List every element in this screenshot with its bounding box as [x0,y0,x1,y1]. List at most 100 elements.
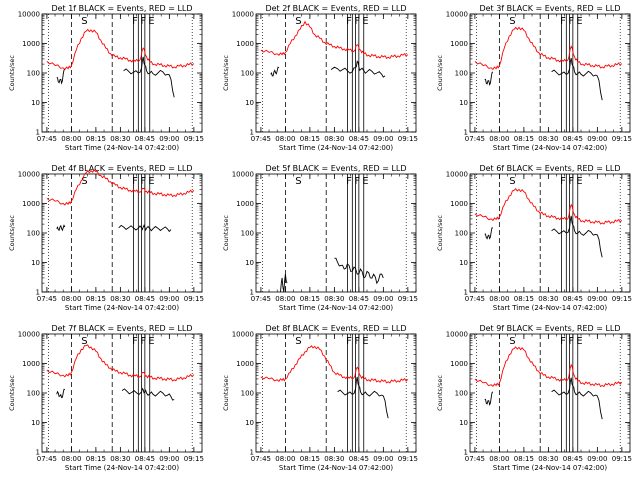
y-tick-label: 10 [459,99,468,107]
interval-marker-label: F [354,336,360,347]
interval-marker-label: F [132,16,138,27]
x-tick-label: 08:00 [61,455,81,463]
panel-title: Det 6f BLACK = Events, RED = LLD [479,164,620,173]
x-tick-label: 08:45 [563,295,583,303]
y-tick-label: 1 [250,289,254,297]
x-tick-label: 08:00 [61,135,81,143]
x-tick-label: 07:45 [37,135,57,143]
x-tick-label: 08:30 [324,455,344,463]
y-tick-label: 10 [31,419,40,427]
lld-series-line [46,344,195,382]
x-tick-label: 07:45 [37,295,57,303]
y-tick-label: 100 [241,390,254,398]
y-tick-label: 10000 [232,171,254,179]
lld-series-line [46,28,195,71]
x-tick-label: 08:30 [538,295,558,303]
events-series-line [56,224,66,232]
interval-marker-label: E [576,16,582,27]
y-tick-label: 1000 [450,360,468,368]
x-tick-label: 09:00 [373,135,393,143]
x-tick-label: 08:15 [300,295,320,303]
interval-marker-label: S [295,176,301,187]
y-tick-label: 1000 [236,360,254,368]
y-tick-label: 1000 [22,360,40,368]
x-axis-label: Start Time (24-Nov-14 07:42:00) [493,304,607,312]
lld-series-line [474,26,623,71]
detector-panel: Det 7f BLACK = Events, RED = LLD 1 10 100 10… [8,324,204,472]
x-tick-label: 09:15 [184,295,204,303]
events-series-line [270,66,280,77]
x-tick-label: 08:15 [514,295,534,303]
x-tick-label: 09:15 [612,455,632,463]
x-tick-label: 08:15 [300,455,320,463]
interval-marker-label: F [346,336,352,347]
x-tick-label: 08:30 [538,455,558,463]
x-tick-label: 08:30 [538,135,558,143]
events-series-line [484,391,494,407]
x-tick-label: 09:15 [398,135,418,143]
x-tick-label: 09:15 [184,135,204,143]
y-tick-label: 10 [245,99,254,107]
x-tick-label: 08:15 [300,135,320,143]
x-axis-label: Start Time (24-Nov-14 07:42:00) [65,304,179,312]
x-tick-label: 08:15 [514,455,534,463]
interval-marker-label: E [148,176,154,187]
x-tick-label: 07:45 [37,455,57,463]
x-tick-label: 08:15 [86,295,106,303]
y-tick-label: 100 [241,230,254,238]
x-axis-label: Start Time (24-Nov-14 07:42:00) [279,464,393,472]
y-tick-label: 10000 [232,11,254,19]
x-axis-label: Start Time (24-Nov-14 07:42:00) [279,304,393,312]
panel-title: Det 9f BLACK = Events, RED = LLD [479,324,620,333]
y-tick-label: 10 [31,259,40,267]
y-tick-label: 100 [455,70,468,78]
panel-title: Det 2f BLACK = Events, RED = LLD [265,4,406,13]
x-tick-label: 08:00 [489,455,509,463]
x-tick-label: 08:45 [135,455,155,463]
x-tick-label: 09:00 [587,295,607,303]
events-series-line [330,60,386,78]
interval-marker-label: S [81,336,87,347]
y-axis-label: Counts/sec [8,375,16,411]
y-axis-label: Counts/sec [436,215,444,251]
y-tick-label: 10 [245,419,254,427]
x-tick-label: 08:45 [563,455,583,463]
y-tick-label: 1000 [450,40,468,48]
y-axis-label: Counts/sec [436,55,444,91]
interval-marker-label: S [81,16,87,27]
x-tick-label: 07:45 [251,135,271,143]
x-axis-label: Start Time (24-Nov-14 07:42:00) [65,144,179,152]
x-axis-label: Start Time (24-Nov-14 07:42:00) [65,464,179,472]
y-tick-label: 10000 [18,171,40,179]
interval-marker-label: E [148,16,154,27]
interval-marker-label: F [354,16,360,27]
x-axis-label: Start Time (24-Nov-14 07:42:00) [279,144,393,152]
interval-marker-label: E [362,16,368,27]
interval-marker-label: F [346,176,352,187]
y-tick-label: 100 [27,230,40,238]
events-series-line [484,71,494,87]
y-tick-label: 1 [250,129,254,137]
lld-series-line [260,345,409,384]
panel-title: Det 4f BLACK = Events, RED = LLD [51,164,192,173]
x-axis-label: Start Time (24-Nov-14 07:42:00) [493,464,607,472]
events-series-line [56,388,66,399]
x-tick-label: 08:15 [86,135,106,143]
y-tick-label: 10 [31,99,40,107]
lld-series-line [474,346,623,388]
detector-panel: Det 9f BLACK = Events, RED = LLD 1 10 100 10… [436,324,632,472]
interval-marker-label: F [132,176,138,187]
y-axis-label: Counts/sec [8,215,16,251]
x-tick-label: 08:45 [563,135,583,143]
x-tick-label: 09:00 [159,135,179,143]
x-tick-label: 08:00 [61,295,81,303]
y-tick-label: 1000 [236,200,254,208]
y-tick-label: 1 [36,129,40,137]
x-tick-label: 08:30 [110,295,130,303]
x-tick-label: 08:45 [349,135,369,143]
y-tick-label: 10 [245,259,254,267]
events-series-line [121,387,175,401]
x-tick-label: 08:00 [275,295,295,303]
